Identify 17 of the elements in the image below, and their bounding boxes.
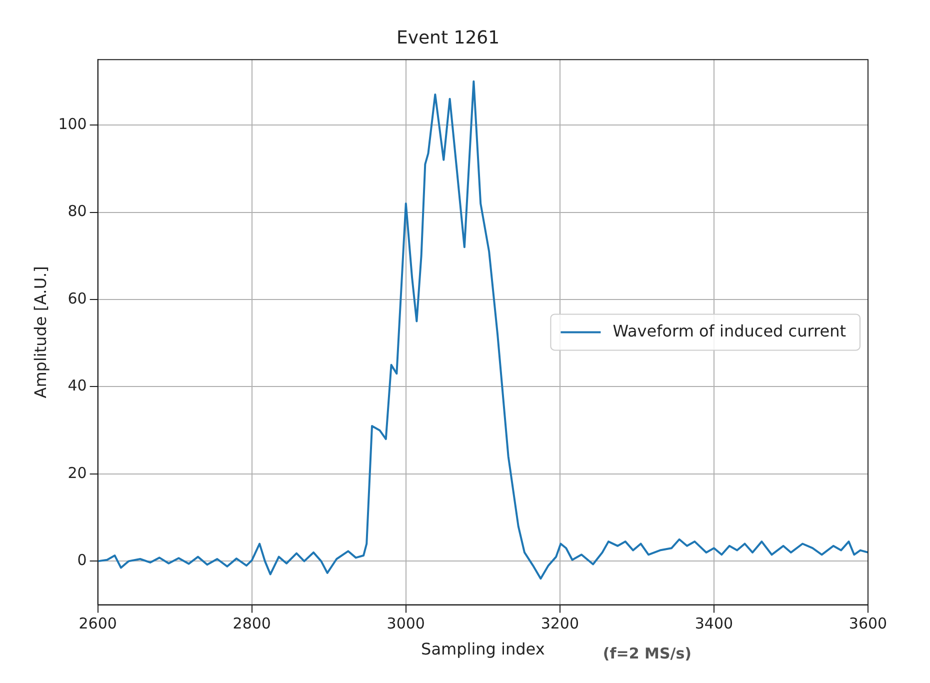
y-tick-label: 100 (58, 114, 87, 133)
text: (f=2 MS/s) (602, 644, 692, 662)
x-tick-label: 3200 (540, 614, 580, 633)
x-tick-label: 2800 (232, 614, 271, 633)
y-tick-label: 40 (68, 376, 87, 395)
y-axis-title: Amplitude [A.U.] (30, 266, 50, 398)
y-tick-label: 0 (77, 551, 87, 570)
x-tick-label: 2600 (78, 614, 117, 633)
x-axis-title: Sampling index (421, 640, 545, 659)
legend-label: Waveform of induced current (612, 321, 846, 340)
y-tick-label: 20 (68, 464, 87, 482)
x-tick-label: 3400 (694, 614, 734, 633)
chart-title: Event 1261 (396, 27, 500, 48)
x-tick-label: 3600 (848, 614, 888, 633)
x-tick-label: 3000 (386, 614, 425, 633)
y-tick-label: 80 (68, 202, 87, 220)
y-tick-label: 60 (68, 289, 87, 308)
